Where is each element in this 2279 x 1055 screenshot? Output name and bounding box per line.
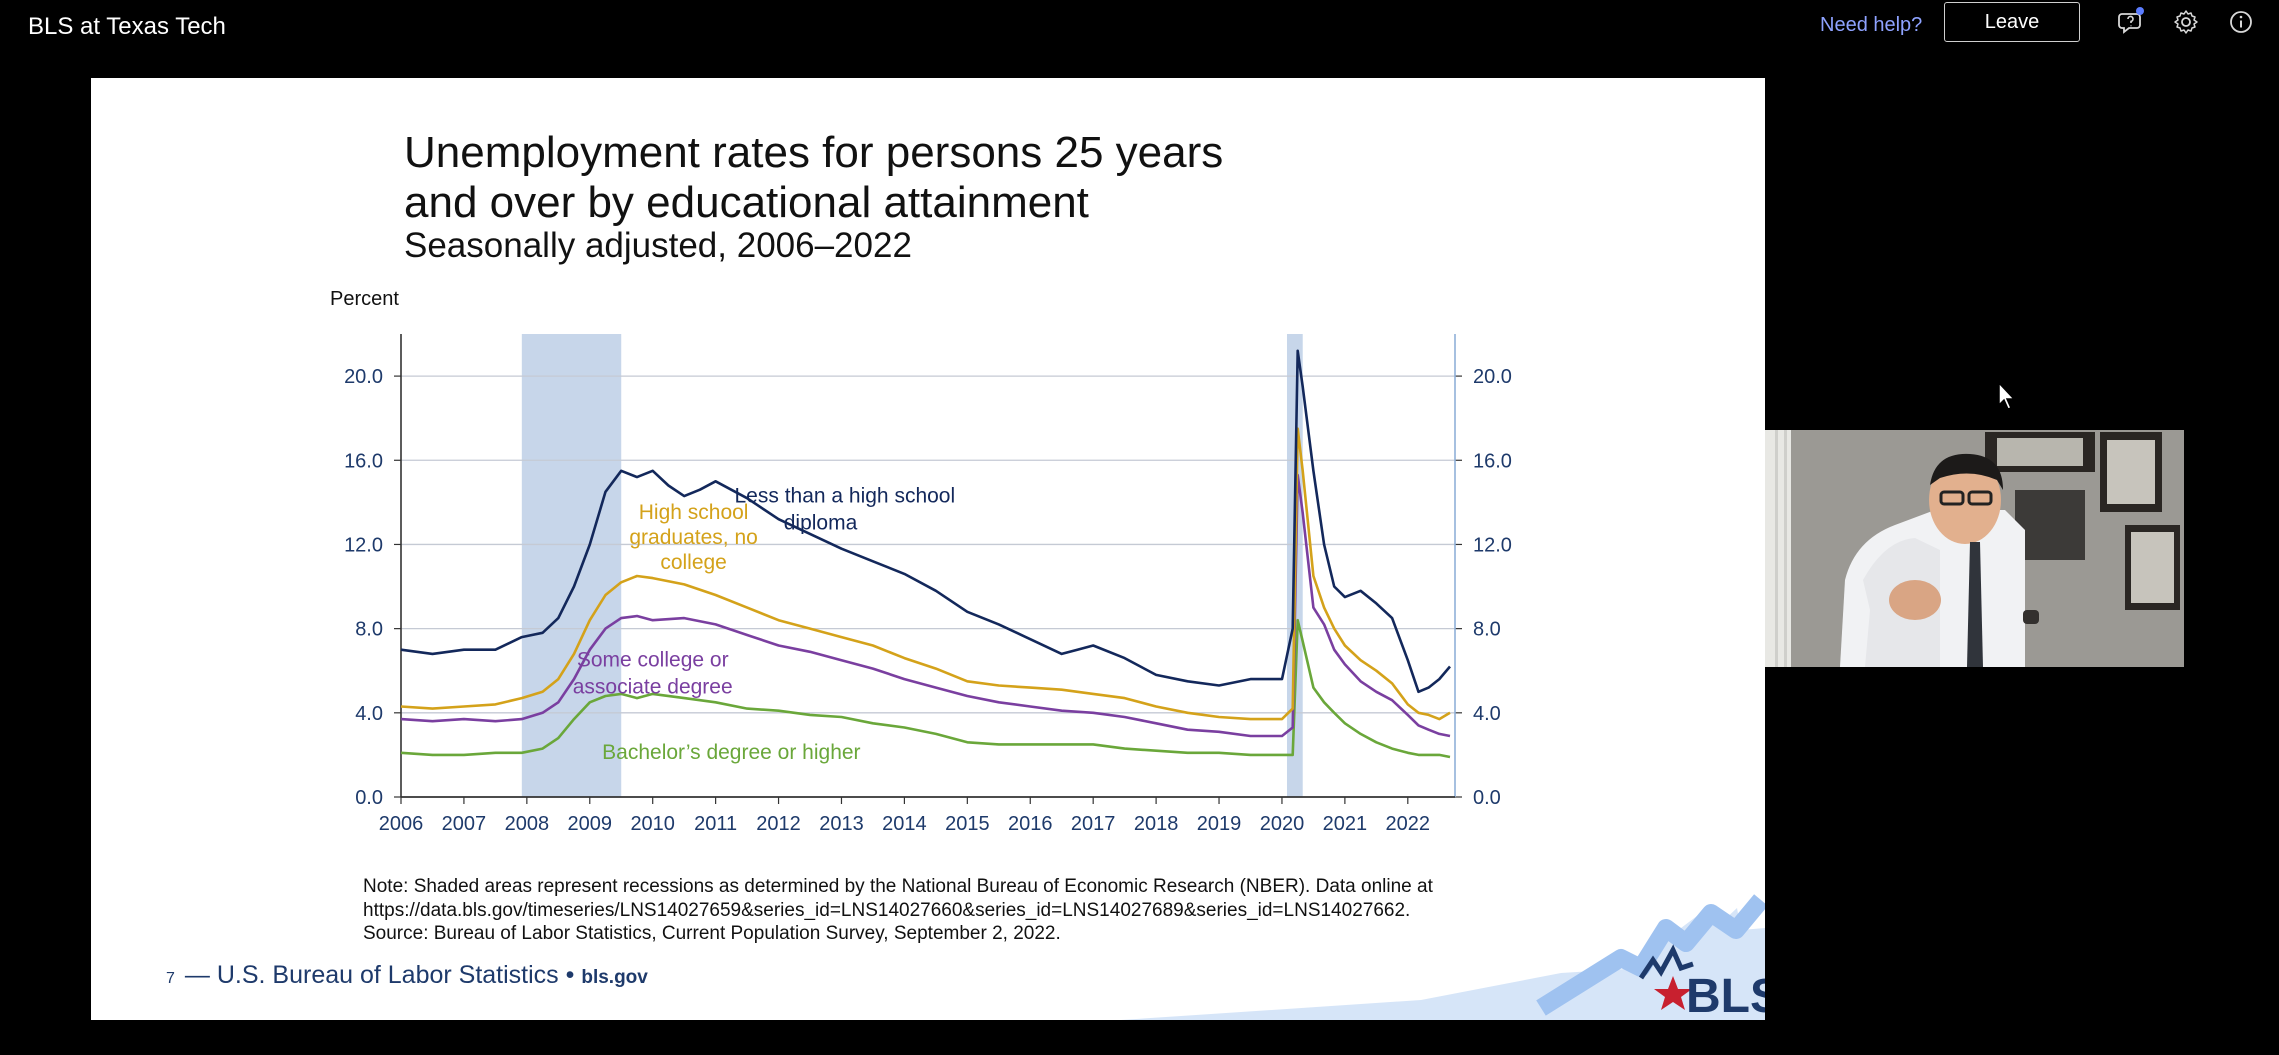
- mouse-cursor-icon: [1998, 381, 2016, 410]
- x-tick-label: 2021: [1323, 813, 1368, 835]
- chat-bubble-icon-glyph: [2118, 13, 2141, 34]
- x-tick-label: 2015: [945, 813, 990, 835]
- footer-site: bls.gov: [581, 967, 648, 988]
- info-icon-glyph: [2230, 11, 2252, 33]
- series-label: diploma: [784, 511, 858, 534]
- y-tick-label-right: 20.0: [1473, 366, 1512, 388]
- y-tick-label-right: 0.0: [1473, 787, 1501, 809]
- presenter-video-tile[interactable]: [1765, 430, 2184, 667]
- x-tick-label: 2018: [1134, 813, 1179, 835]
- shared-slide: Unemployment rates for persons 25 years …: [91, 78, 1765, 1020]
- x-tick-label: 2006: [379, 813, 424, 835]
- x-tick-label: 2010: [630, 813, 675, 835]
- x-tick-label: 2014: [882, 813, 927, 835]
- x-tick-label: 2007: [442, 813, 487, 835]
- footer-org: — U.S. Bureau of Labor Statistics •: [184, 961, 575, 989]
- x-tick-label: 2009: [568, 813, 613, 835]
- slide-note: Note: Shaded areas represent recessions …: [363, 875, 1433, 946]
- meeting-title: BLS at Texas Tech: [28, 13, 226, 40]
- y-axis-label: Percent: [330, 288, 399, 310]
- x-tick-label: 2016: [1008, 813, 1052, 835]
- info-icon[interactable]: [2227, 8, 2255, 36]
- gear-icon[interactable]: [2172, 8, 2200, 36]
- series-line: [400, 618, 1451, 759]
- x-tick-label: 2020: [1260, 813, 1305, 835]
- chat-bubble-icon[interactable]: [2117, 7, 2145, 36]
- y-tick-label-right: 12.0: [1473, 534, 1512, 556]
- series-label: Bachelor’s degree or higher: [602, 741, 860, 764]
- logo-chart-line: [1638, 944, 1694, 980]
- series-line: [400, 349, 1451, 694]
- series-label: associate degree: [573, 676, 733, 699]
- meeting-toolbar: BLS at Texas Tech Need help? Leave: [0, 0, 2279, 52]
- slide-footer: 7 — U.S. Bureau of Labor Statistics • bls…: [166, 961, 648, 990]
- note-line: Note: Shaded areas represent recessions …: [363, 876, 1433, 897]
- bls-logo: BLS: [1121, 894, 1765, 1020]
- y-tick-label-left: 0.0: [355, 787, 383, 809]
- y-tick-label-left: 8.0: [355, 619, 383, 641]
- y-tick-label-left: 4.0: [355, 703, 383, 725]
- note-line: Source: Bureau of Labor Statistics, Curr…: [363, 923, 1061, 944]
- gear-icon-glyph: [2174, 10, 2198, 34]
- slide-title: Unemployment rates for persons 25 years …: [404, 128, 1224, 227]
- series-label: Some college or: [577, 649, 729, 672]
- need-help-link[interactable]: Need help?: [1820, 14, 1923, 36]
- y-tick-label-left: 16.0: [344, 450, 383, 472]
- series-line: [400, 473, 1451, 738]
- x-tick-label: 2017: [1071, 813, 1116, 835]
- notification-dot: [2136, 7, 2144, 15]
- logo-star: [1654, 976, 1692, 1010]
- x-tick-label: 2008: [505, 813, 549, 835]
- page-number: 7: [166, 970, 175, 987]
- series-label: Less than a high school: [735, 484, 956, 507]
- series-label: college: [660, 551, 727, 574]
- y-tick-label-right: 16.0: [1473, 450, 1512, 472]
- logo-text: BLS: [1686, 970, 1765, 1020]
- y-tick-label-right: 8.0: [1473, 619, 1501, 641]
- series-line: [400, 427, 1451, 721]
- series-label: High school: [639, 501, 749, 524]
- x-tick-label: 2019: [1197, 813, 1242, 835]
- y-tick-label-left: 12.0: [344, 534, 383, 556]
- recession-shade: [521, 334, 622, 797]
- leave-button[interactable]: Leave: [1944, 2, 2080, 42]
- series-label: graduates, no: [629, 526, 757, 549]
- logo-swoosh: [1121, 908, 1765, 1020]
- slide-subtitle: Seasonally adjusted, 2006–2022: [404, 226, 912, 265]
- unemployment-line-chart: 0.0 0.0 4.0 4.0 8.0 8.0 12.0 12.0 16.0 16.0 20.0 20…: [330, 288, 1512, 835]
- presenter-video-frame: [1765, 430, 2184, 667]
- logo-arrow: [1536, 894, 1765, 1016]
- x-tick-label: 2022: [1386, 813, 1431, 835]
- y-tick-label-right: 4.0: [1473, 703, 1501, 725]
- note-line: https://data.bls.gov/timeseries/LNS14027…: [363, 899, 1411, 921]
- x-tick-label: 2011: [694, 813, 737, 835]
- x-tick-label: 2013: [819, 813, 864, 835]
- y-tick-label-left: 20.0: [344, 366, 383, 388]
- x-tick-label: 2012: [756, 813, 801, 835]
